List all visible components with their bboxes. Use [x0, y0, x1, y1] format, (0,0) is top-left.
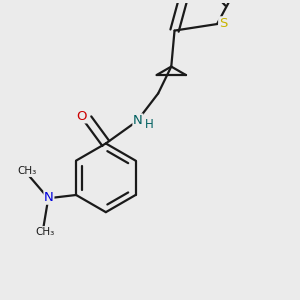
Text: CH₃: CH₃ [17, 167, 37, 176]
Text: S: S [219, 17, 227, 30]
Text: N: N [44, 191, 54, 204]
Text: H: H [145, 118, 154, 131]
Text: O: O [77, 110, 87, 123]
Text: N: N [133, 114, 143, 127]
Text: CH₃: CH₃ [35, 226, 55, 237]
